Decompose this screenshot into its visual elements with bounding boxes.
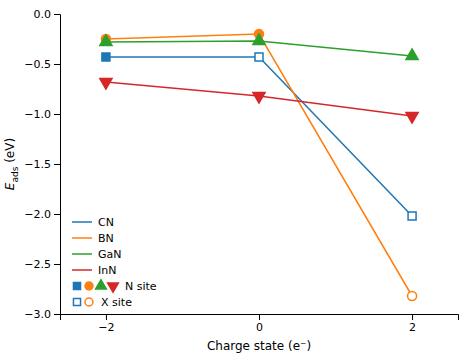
y-tick-mark: [54, 64, 60, 65]
marker: [253, 34, 265, 45]
x-tick: 2: [409, 314, 416, 334]
legend-item: X site: [73, 296, 132, 309]
y-tick: −1.5: [24, 158, 60, 171]
legend-swatch: [72, 237, 92, 239]
y-axis-line: [54, 15, 61, 315]
x-tick-mark: [412, 314, 413, 320]
marker: [100, 35, 112, 46]
legend-swatch: [72, 269, 92, 271]
legend-item: GaN: [72, 248, 122, 261]
y-tick-label: −2.0: [24, 208, 51, 221]
x-tick-label: 2: [409, 321, 416, 334]
plot: −2 0 2 0.0 −0.5 −1.0 −1.5 −2.0 −2.5 −3.0 Charge st…: [3, 8, 459, 353]
legend-item: N site: [73, 280, 156, 293]
marker: [100, 78, 112, 89]
y-tick: 0.0: [34, 8, 61, 21]
marker: [406, 49, 418, 60]
x-tick-mark: [106, 314, 107, 320]
y-axis-title: Eads (eV): [3, 138, 20, 190]
y-tick: −1.0: [24, 108, 60, 121]
y-axis: 0.0 −0.5 −1.0 −1.5 −2.0 −2.5 −3.0: [24, 8, 60, 321]
x-axis: −2 0 2: [61, 314, 459, 334]
x-tick-label: 0: [256, 321, 263, 334]
x-tick-mark: [259, 314, 260, 320]
legend-symbol: [73, 282, 80, 289]
marker: [406, 112, 418, 123]
legend-symbol: [85, 298, 93, 306]
y-tick-label: −2.5: [24, 258, 51, 271]
y-tick-label: 0.0: [34, 8, 52, 21]
y-tick-label: −0.5: [24, 58, 51, 71]
y-tick-mark: [54, 214, 60, 215]
x-tick: 0: [256, 314, 263, 334]
series-line: [106, 82, 412, 116]
legend-swatch: [72, 253, 92, 255]
marker: [255, 53, 263, 61]
y-tick-mark: [54, 14, 60, 15]
legend-label: InN: [98, 264, 116, 277]
legend-symbol: [96, 280, 107, 289]
legend-label: CN: [98, 216, 114, 229]
y-tick-mark: [54, 164, 60, 165]
legend-symbol: [108, 283, 119, 292]
series-line: [106, 57, 412, 216]
marker: [408, 291, 417, 300]
series-line: [106, 34, 412, 296]
legend: CN BN GaN InN N site X site: [72, 216, 157, 309]
x-tick-label: −2: [98, 321, 114, 334]
y-tick: −2.5: [24, 258, 60, 271]
y-tick-mark: [54, 114, 60, 115]
legend-item: BN: [72, 232, 114, 245]
y-tick-mark: [54, 314, 60, 315]
y-tick-label: −1.0: [24, 108, 51, 121]
legend-symbol: [85, 282, 93, 290]
legend-swatch: [72, 221, 92, 223]
y-tick: −2.0: [24, 208, 60, 221]
legend-label: GaN: [98, 248, 122, 261]
y-tick-label: −1.5: [24, 158, 51, 171]
marker: [102, 53, 110, 61]
marker: [253, 92, 265, 103]
chart: −2 0 2 0.0 −0.5 −1.0 −1.5 −2.0 −2.5 −3.0 Charge st…: [0, 0, 474, 358]
x-axis-line: [61, 315, 459, 321]
legend-item: InN: [72, 264, 116, 277]
y-tick: −0.5: [24, 58, 60, 71]
legend-symbol: [73, 298, 80, 305]
legend-label: N site: [125, 280, 157, 293]
y-tick: −3.0: [24, 308, 60, 321]
y-tick-label: −3.0: [24, 308, 51, 321]
x-axis-title: Charge state (e⁻): [207, 339, 311, 353]
marks: [100, 29, 418, 300]
marker: [408, 212, 416, 220]
y-tick-mark: [54, 264, 60, 265]
x-tick: −2: [98, 314, 114, 334]
legend-item: CN: [72, 216, 114, 229]
legend-label: BN: [98, 232, 114, 245]
legend-label: X site: [101, 296, 132, 309]
